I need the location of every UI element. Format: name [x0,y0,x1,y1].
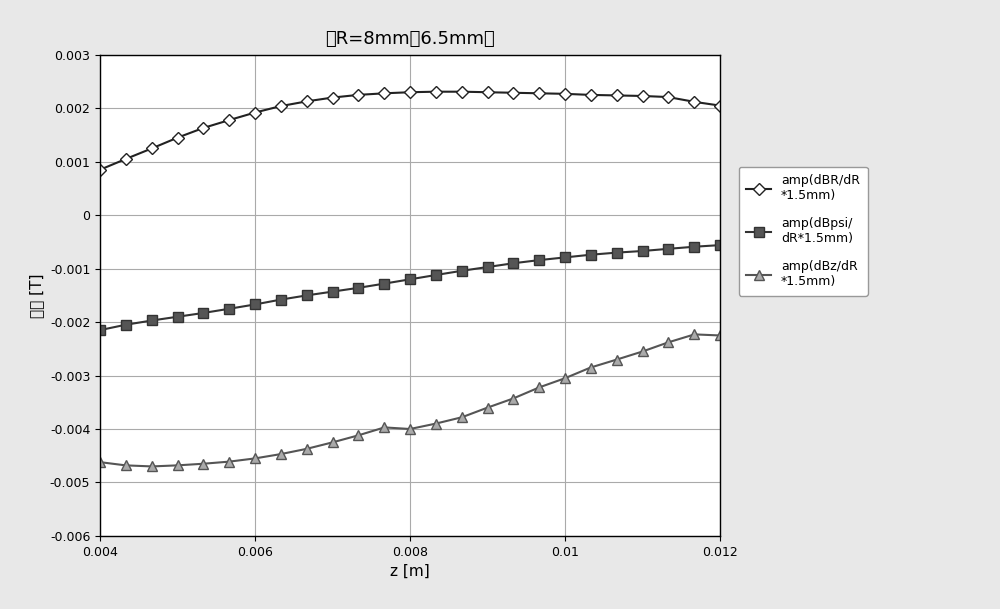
amp(dBpsi/
dR*1.5mm) [352,284,364,292]
amp(dBz/dR
*1.5mm) [430,420,442,428]
amp(dBR/dR
*1.5mm) [611,92,623,99]
amp(dBpsi/
dR*1.5mm) [533,256,545,264]
Y-axis label: 幅度 [T]: 幅度 [T] [29,273,44,318]
amp(dBz/dR
*1.5mm) [482,404,494,411]
amp(dBz/dR
*1.5mm) [378,424,390,431]
amp(dBR/dR
*1.5mm) [585,91,597,99]
amp(dBR/dR
*1.5mm) [714,102,726,109]
amp(dBpsi/
dR*1.5mm) [120,321,132,328]
amp(dBpsi/
dR*1.5mm) [507,259,519,267]
amp(dBz/dR
*1.5mm) [404,425,416,432]
amp(dBz/dR
*1.5mm) [688,331,700,338]
amp(dBR/dR
*1.5mm) [172,134,184,141]
amp(dBz/dR
*1.5mm) [585,364,597,371]
Line: amp(dBR/dR
*1.5mm): amp(dBR/dR *1.5mm) [96,88,724,174]
amp(dBpsi/
dR*1.5mm) [249,301,261,308]
amp(dBR/dR
*1.5mm) [404,88,416,96]
amp(dBz/dR
*1.5mm) [146,463,158,470]
amp(dBR/dR
*1.5mm) [249,109,261,116]
amp(dBz/dR
*1.5mm) [94,459,106,466]
amp(dBpsi/
dR*1.5mm) [585,251,597,258]
amp(dBz/dR
*1.5mm) [559,375,571,382]
amp(dBR/dR
*1.5mm) [378,90,390,97]
amp(dBz/dR
*1.5mm) [223,458,235,465]
amp(dBz/dR
*1.5mm) [636,348,648,355]
amp(dBR/dR
*1.5mm) [559,90,571,97]
amp(dBR/dR
*1.5mm) [688,98,700,105]
amp(dBz/dR
*1.5mm) [301,445,313,452]
amp(dBpsi/
dR*1.5mm) [172,313,184,320]
amp(dBpsi/
dR*1.5mm) [714,241,726,248]
Line: amp(dBpsi/
dR*1.5mm): amp(dBpsi/ dR*1.5mm) [95,241,725,335]
amp(dBR/dR
*1.5mm) [301,97,313,105]
amp(dBpsi/
dR*1.5mm) [636,247,648,255]
Line: amp(dBz/dR
*1.5mm): amp(dBz/dR *1.5mm) [95,329,725,471]
amp(dBpsi/
dR*1.5mm) [223,305,235,312]
amp(dBz/dR
*1.5mm) [249,455,261,462]
amp(dBpsi/
dR*1.5mm) [275,296,287,303]
amp(dBz/dR
*1.5mm) [197,460,209,468]
amp(dBz/dR
*1.5mm) [533,384,545,391]
amp(dBR/dR
*1.5mm) [94,166,106,174]
amp(dBpsi/
dR*1.5mm) [301,292,313,299]
amp(dBpsi/
dR*1.5mm) [146,317,158,324]
amp(dBz/dR
*1.5mm) [120,462,132,469]
amp(dBR/dR
*1.5mm) [456,88,468,96]
amp(dBR/dR
*1.5mm) [275,102,287,110]
amp(dBR/dR
*1.5mm) [430,88,442,96]
amp(dBz/dR
*1.5mm) [507,395,519,402]
amp(dBR/dR
*1.5mm) [326,94,338,101]
amp(dBpsi/
dR*1.5mm) [456,267,468,275]
amp(dBz/dR
*1.5mm) [275,451,287,458]
amp(dBpsi/
dR*1.5mm) [378,280,390,287]
amp(dBpsi/
dR*1.5mm) [197,309,209,317]
amp(dBR/dR
*1.5mm) [146,145,158,152]
amp(dBpsi/
dR*1.5mm) [662,245,674,253]
amp(dBz/dR
*1.5mm) [662,339,674,346]
amp(dBR/dR
*1.5mm) [352,91,364,99]
amp(dBz/dR
*1.5mm) [714,332,726,339]
amp(dBz/dR
*1.5mm) [326,438,338,446]
amp(dBpsi/
dR*1.5mm) [404,276,416,283]
amp(dBR/dR
*1.5mm) [197,124,209,132]
amp(dBpsi/
dR*1.5mm) [611,249,623,256]
Title: 在R=8mm和6.5mm时: 在R=8mm和6.5mm时 [325,30,495,48]
amp(dBz/dR
*1.5mm) [172,462,184,469]
amp(dBz/dR
*1.5mm) [611,356,623,363]
amp(dBpsi/
dR*1.5mm) [326,288,338,295]
amp(dBR/dR
*1.5mm) [120,155,132,163]
amp(dBpsi/
dR*1.5mm) [482,263,494,270]
amp(dBz/dR
*1.5mm) [456,414,468,421]
amp(dBR/dR
*1.5mm) [507,89,519,96]
X-axis label: z [m]: z [m] [390,564,430,579]
amp(dBR/dR
*1.5mm) [662,93,674,100]
amp(dBz/dR
*1.5mm) [352,432,364,439]
Legend: amp(dBR/dR
*1.5mm), amp(dBpsi/
dR*1.5mm), amp(dBz/dR
*1.5mm): amp(dBR/dR *1.5mm), amp(dBpsi/ dR*1.5mm)… [739,167,868,296]
amp(dBR/dR
*1.5mm) [482,88,494,96]
amp(dBR/dR
*1.5mm) [636,93,648,100]
amp(dBpsi/
dR*1.5mm) [94,326,106,334]
amp(dBpsi/
dR*1.5mm) [688,243,700,250]
amp(dBpsi/
dR*1.5mm) [430,272,442,279]
amp(dBpsi/
dR*1.5mm) [559,254,571,261]
amp(dBR/dR
*1.5mm) [533,90,545,97]
amp(dBR/dR
*1.5mm) [223,116,235,124]
